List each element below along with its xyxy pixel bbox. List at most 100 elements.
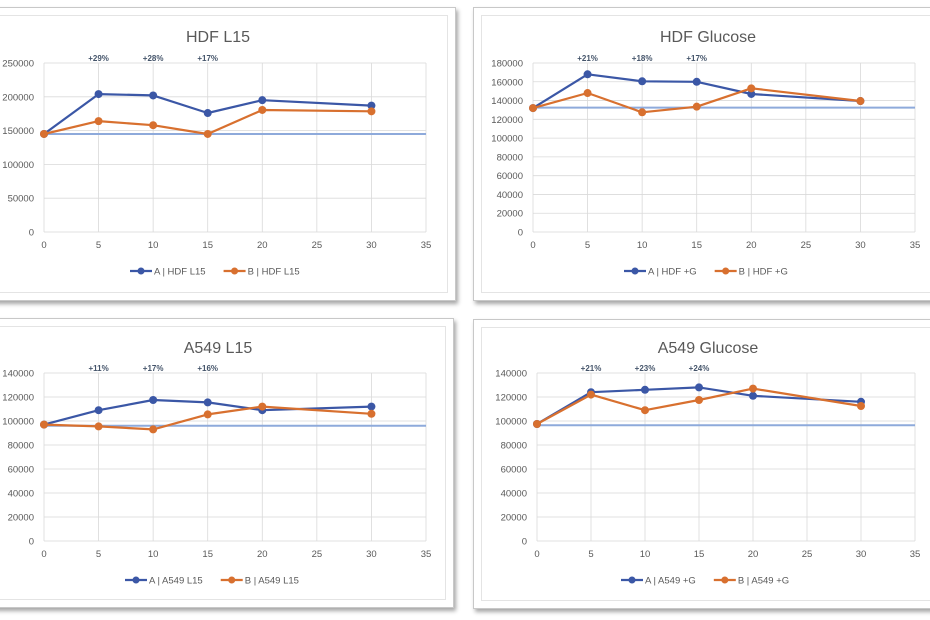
legend-label: B | A549 +G [738, 576, 789, 587]
data-point-a [203, 109, 212, 118]
legend-marker-icon [137, 267, 145, 275]
data-point-a [367, 402, 376, 411]
data-point-b [203, 410, 212, 419]
data-point-b [94, 422, 103, 431]
data-point-a [638, 77, 647, 86]
x-tick-label: 5 [96, 240, 101, 251]
data-point-b [695, 396, 703, 404]
x-tick-label: 35 [910, 549, 921, 560]
y-tick-label: 60000 [497, 171, 523, 182]
legend-marker-icon [132, 576, 140, 584]
data-point-b [856, 97, 865, 106]
data-point-b [203, 129, 212, 138]
legend-marker-icon [722, 267, 730, 275]
x-tick-label: 15 [691, 240, 702, 251]
legend-label: A | A549 L15 [149, 576, 203, 587]
legend-marker-icon [228, 576, 236, 584]
y-tick-label: 120000 [495, 393, 527, 404]
y-tick-label: 0 [29, 537, 34, 548]
y-tick-label: 100000 [491, 134, 523, 145]
data-point-b [638, 108, 647, 117]
data-point-a [641, 385, 649, 394]
data-point-b [40, 420, 48, 429]
y-tick-label: 140000 [491, 96, 523, 107]
y-tick-label: 140000 [495, 369, 527, 380]
chart-hdf-l15: HDF L15 0 50000 100000 150000 200000 250000 0 5 1… [2, 29, 431, 278]
legend-label: A | A549 +G [645, 576, 696, 587]
x-tick-label: 0 [534, 549, 539, 560]
data-point-b [367, 409, 376, 418]
y-tick-label: 120000 [2, 393, 34, 404]
series-line-a [536, 386, 862, 425]
y-tick-label: 150000 [2, 126, 34, 137]
data-point-b [641, 406, 649, 415]
percent-annotation: +11% [88, 364, 108, 373]
percent-annotation: +17% [143, 364, 164, 373]
data-point-b [749, 384, 757, 393]
y-tick-label: 60000 [8, 465, 34, 476]
x-tick-label: 35 [421, 549, 432, 560]
data-point-b [40, 129, 48, 138]
y-tick-label: 20000 [8, 513, 34, 524]
chart-frame-a549-glucose [473, 319, 930, 609]
x-tick-label: 35 [910, 240, 921, 251]
chart-frame-a549-l15 [0, 318, 454, 608]
percent-annotation: +21% [577, 54, 598, 63]
y-tick-label: 80000 [497, 152, 523, 163]
percent-annotation: +17% [197, 54, 218, 63]
data-point-b [533, 420, 541, 428]
data-point-a [149, 396, 158, 404]
legend-marker-icon [628, 576, 636, 584]
y-tick-label: 100000 [2, 160, 34, 171]
percent-annotation: +21% [581, 364, 602, 373]
data-point-b [94, 117, 103, 126]
chart-hdf-glucose: HDF Glucose 0 20000 40000 60000 80000 100000 12… [491, 29, 920, 278]
data-point-b [587, 390, 595, 399]
y-tick-label: 120000 [491, 115, 523, 126]
x-tick-label: 15 [202, 549, 213, 560]
y-tick-label: 80000 [501, 441, 527, 452]
x-tick-label: 30 [855, 240, 866, 251]
y-tick-label: 200000 [2, 92, 34, 103]
data-point-a [94, 406, 103, 415]
x-tick-label: 10 [640, 549, 651, 560]
y-tick-label: 160000 [491, 77, 523, 88]
data-point-b [747, 84, 756, 93]
data-point-a [258, 96, 267, 105]
legend-marker-icon [721, 576, 729, 584]
percent-annotation: +17% [686, 54, 707, 63]
x-tick-label: 20 [746, 240, 757, 251]
x-tick-label: 0 [41, 240, 46, 251]
legend-label: B | HDF L15 [248, 267, 300, 278]
data-point-b [857, 402, 865, 410]
x-tick-label: 10 [148, 240, 159, 251]
data-point-b [149, 121, 158, 130]
data-point-a [695, 383, 703, 392]
chart-title: A549 L15 [184, 340, 253, 357]
y-tick-label: 0 [29, 228, 34, 239]
y-tick-label: 250000 [2, 59, 34, 70]
x-tick-label: 5 [96, 549, 101, 560]
legend-label: B | HDF +G [739, 267, 788, 278]
series-line-b [43, 405, 372, 431]
data-point-b [692, 102, 701, 111]
data-point-a [747, 89, 756, 98]
data-point-b [529, 104, 537, 113]
y-tick-label: 20000 [497, 209, 523, 220]
y-tick-label: 20000 [501, 513, 527, 524]
x-tick-label: 20 [257, 549, 268, 560]
chart-a549-l15: A549 L15 0 20000 40000 60000 80000 100000 12000… [2, 340, 431, 587]
x-tick-label: 25 [312, 240, 323, 251]
x-tick-label: 30 [366, 240, 377, 251]
x-tick-label: 25 [312, 549, 323, 560]
data-point-a [692, 77, 701, 86]
y-tick-label: 60000 [501, 465, 527, 476]
x-tick-label: 25 [801, 240, 812, 251]
y-tick-label: 40000 [8, 489, 34, 500]
data-point-a [583, 70, 592, 79]
x-tick-label: 15 [694, 549, 705, 560]
data-point-a [203, 398, 212, 407]
legend-marker-icon [231, 267, 239, 275]
legend-label: A | HDF +G [648, 267, 697, 278]
x-tick-label: 20 [257, 240, 268, 251]
